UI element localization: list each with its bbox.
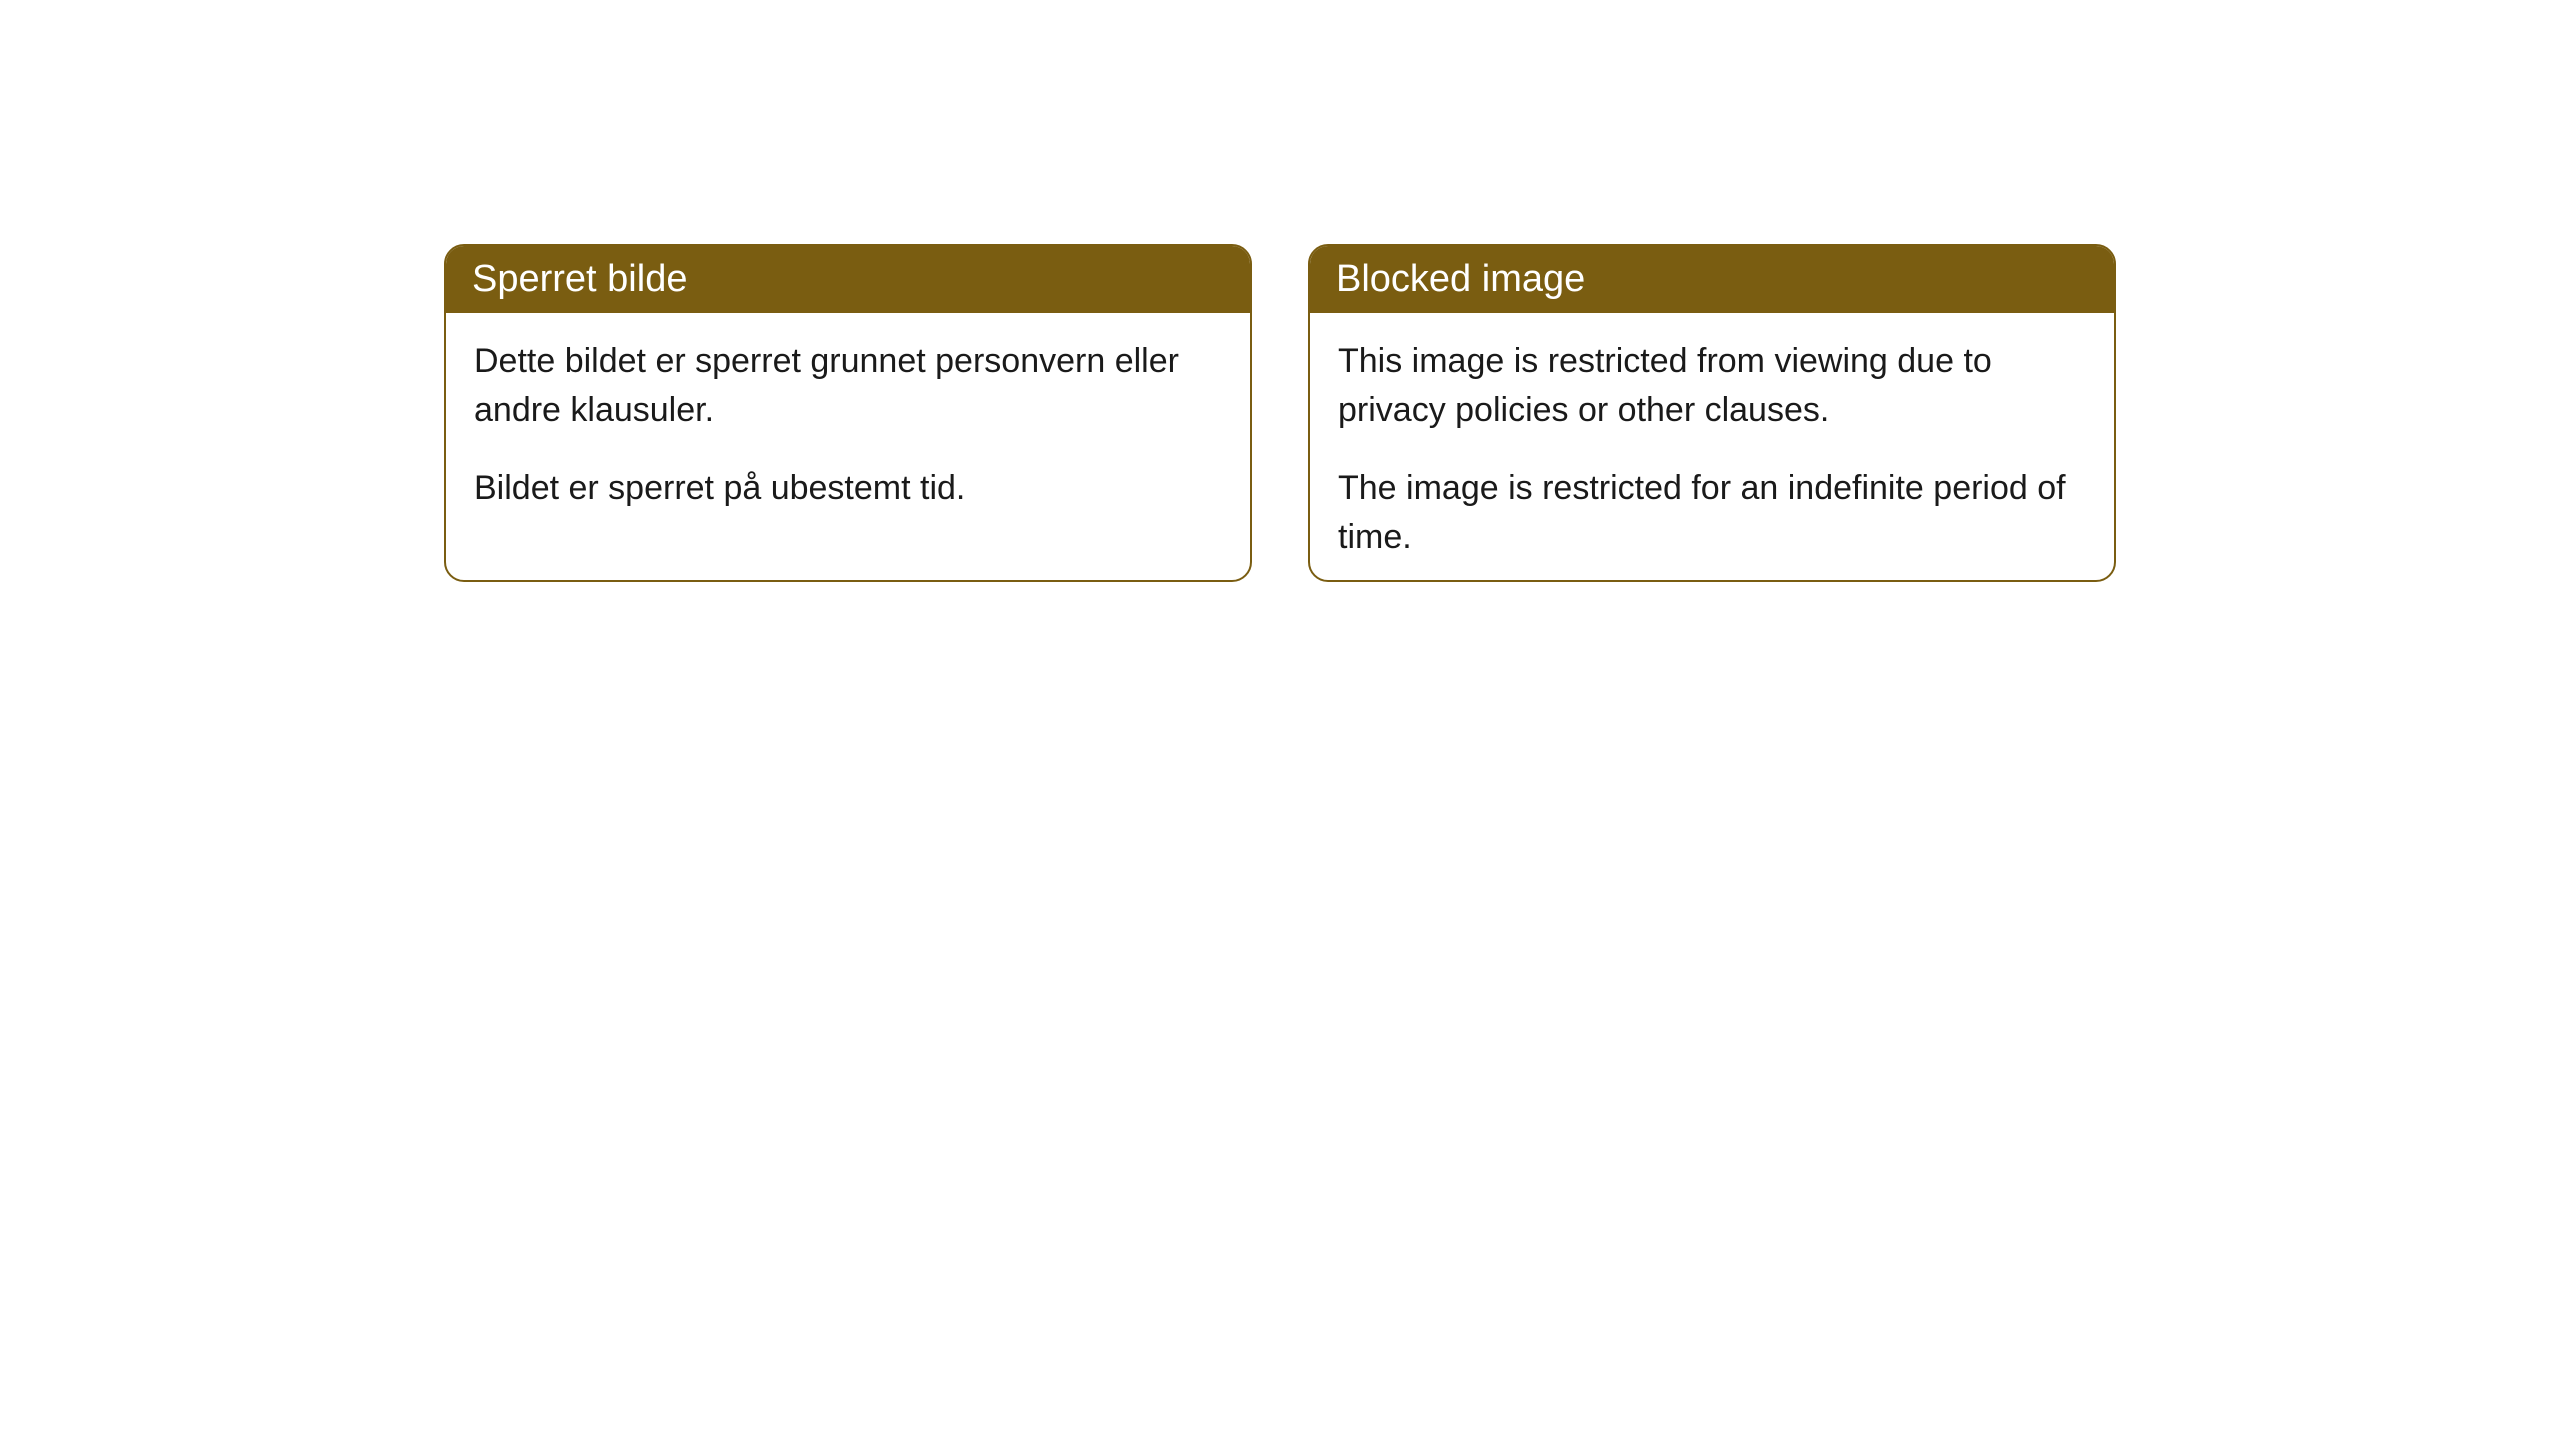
card-body: This image is restricted from viewing du…	[1310, 313, 2114, 582]
card-paragraph: The image is restricted for an indefinit…	[1338, 464, 2086, 563]
card-header: Blocked image	[1310, 246, 2114, 313]
card-title: Sperret bilde	[472, 258, 687, 300]
card-header: Sperret bilde	[446, 246, 1250, 313]
card-paragraph: Dette bildet er sperret grunnet personve…	[474, 337, 1222, 436]
card-body: Dette bildet er sperret grunnet personve…	[446, 313, 1250, 553]
card-title: Blocked image	[1336, 258, 1585, 300]
blocked-image-card-no: Sperret bilde Dette bildet er sperret gr…	[444, 244, 1252, 582]
card-paragraph: Bildet er sperret på ubestemt tid.	[474, 464, 1222, 513]
blocked-image-card-en: Blocked image This image is restricted f…	[1308, 244, 2116, 582]
card-paragraph: This image is restricted from viewing du…	[1338, 337, 2086, 436]
cards-container: Sperret bilde Dette bildet er sperret gr…	[444, 244, 2116, 1440]
